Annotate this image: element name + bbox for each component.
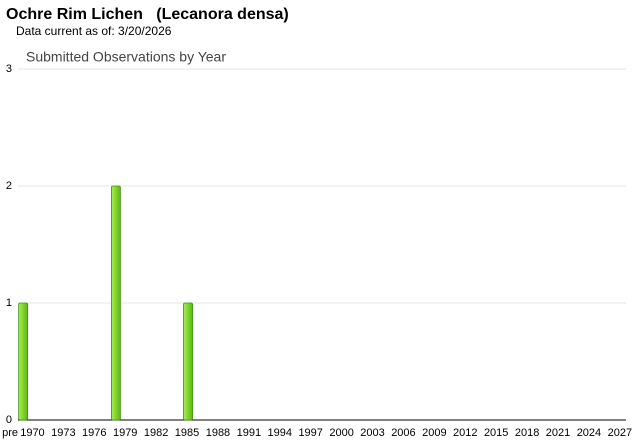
x-tick-label: 1988 [206, 427, 230, 439]
page-title: Ochre Rim Lichen (Lecanora densa) [6, 6, 289, 23]
x-tick-label: 2000 [329, 427, 353, 439]
y-tick-label: 1 [6, 297, 12, 309]
x-tick-label: 2018 [515, 427, 539, 439]
bar [18, 302, 29, 421]
x-tick-label: 2009 [422, 427, 446, 439]
bar [110, 185, 121, 421]
x-tick-label: 1976 [82, 427, 106, 439]
x-tick-label: 1979 [113, 427, 137, 439]
x-tick-label: 1982 [144, 427, 168, 439]
subtitle: Data current as of: 3/20/2026 [16, 24, 172, 38]
x-tick-label: pre [2, 427, 18, 439]
y-tick-label: 0 [6, 414, 12, 426]
y-tick-label: 2 [6, 180, 12, 192]
chart-title: Submitted Observations by Year [26, 49, 226, 65]
x-tick-label: 1994 [268, 427, 292, 439]
x-tick-label: 1997 [298, 427, 322, 439]
x-tick-label: 2012 [453, 427, 477, 439]
x-tick-label: 2003 [360, 427, 384, 439]
bar [183, 302, 193, 421]
x-tick-label: 2021 [546, 427, 570, 439]
x-tick-label: 2015 [484, 427, 508, 439]
x-tick-label: 2006 [391, 427, 415, 439]
x-tick-label: 2024 [577, 427, 601, 439]
x-tick-label: 1973 [51, 427, 75, 439]
x-tick-label: 1970 [20, 427, 44, 439]
x-tick-label: 1991 [237, 427, 261, 439]
x-tick-label: 2027 [608, 427, 632, 439]
y-tick-label: 3 [6, 63, 12, 75]
x-tick-label: 1985 [175, 427, 199, 439]
